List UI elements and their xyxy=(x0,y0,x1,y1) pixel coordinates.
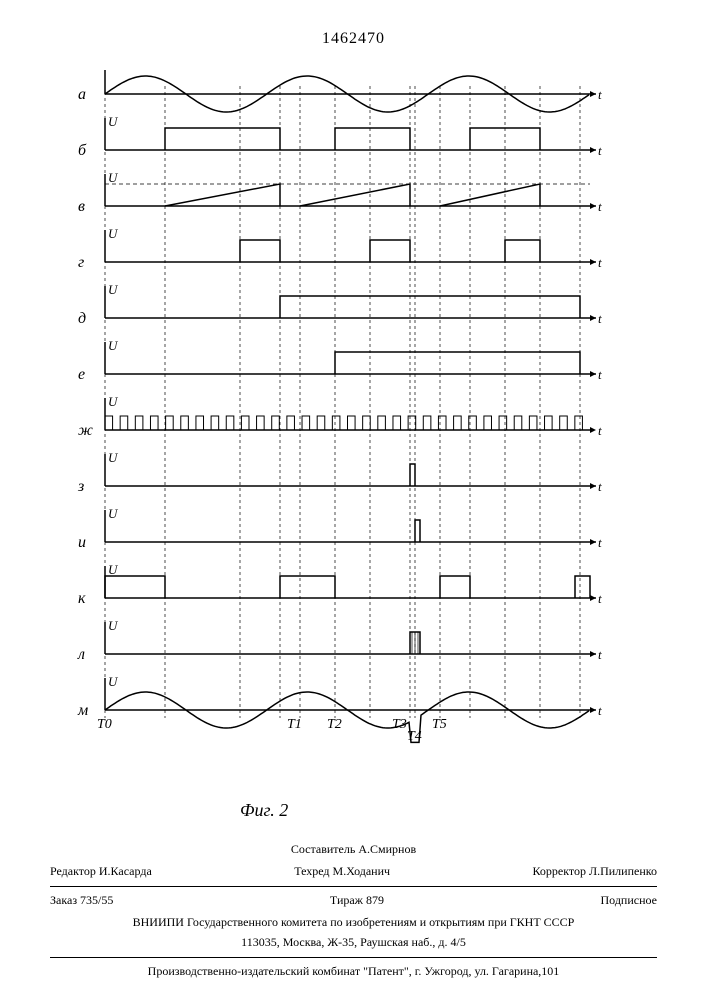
svg-text:д: д xyxy=(78,310,86,327)
svg-text:U: U xyxy=(108,114,119,129)
subscript: Подписное xyxy=(601,891,658,909)
svg-text:t: t xyxy=(598,87,602,102)
svg-text:t: t xyxy=(598,647,602,662)
svg-text:t: t xyxy=(598,199,602,214)
compiler-line: Составитель А.Смирнов xyxy=(50,840,657,858)
timing-diagram: аUtбUtвUtгUtдUtеUtжUtзUtиUtкUtлUtмUtТ0Т1… xyxy=(70,70,630,790)
figure-label: Фиг. 2 xyxy=(240,800,288,821)
divider xyxy=(50,886,657,887)
org2: 113035, Москва, Ж-35, Раушская наб., д. … xyxy=(50,933,657,951)
techred: Техред М.Ходанич xyxy=(294,862,390,880)
svg-text:t: t xyxy=(598,311,602,326)
svg-text:Т3: Т3 xyxy=(392,717,407,732)
svg-text:в: в xyxy=(78,198,85,215)
svg-text:и: и xyxy=(78,534,86,551)
svg-text:U: U xyxy=(108,70,119,73)
svg-text:а: а xyxy=(78,86,86,103)
svg-text:е: е xyxy=(78,366,85,383)
svg-text:t: t xyxy=(598,479,602,494)
svg-text:U: U xyxy=(108,450,119,465)
svg-text:U: U xyxy=(108,338,119,353)
org1: ВНИИПИ Государственного комитета по изоб… xyxy=(50,913,657,931)
svg-text:t: t xyxy=(598,423,602,438)
svg-text:к: к xyxy=(78,590,86,607)
editor: Редактор И.Касарда xyxy=(50,862,152,880)
svg-text:U: U xyxy=(108,226,119,241)
order: Заказ 735/55 xyxy=(50,891,113,909)
corrector: Корректор Л.Пилипенко xyxy=(532,862,657,880)
svg-text:г: г xyxy=(78,254,84,271)
divider2 xyxy=(50,957,657,958)
svg-text:Т5: Т5 xyxy=(432,717,447,732)
svg-text:t: t xyxy=(598,535,602,550)
svg-text:Т1: Т1 xyxy=(287,717,302,732)
svg-text:t: t xyxy=(598,367,602,382)
svg-text:U: U xyxy=(108,674,119,689)
org3: Производственно-издательский комбинат "П… xyxy=(50,962,657,980)
svg-text:U: U xyxy=(108,618,119,633)
svg-text:ж: ж xyxy=(78,422,93,439)
svg-text:t: t xyxy=(598,703,602,718)
svg-text:U: U xyxy=(108,282,119,297)
svg-text:t: t xyxy=(598,591,602,606)
svg-text:U: U xyxy=(108,562,119,577)
tirage: Тираж 879 xyxy=(330,891,384,909)
svg-text:л: л xyxy=(77,646,85,663)
svg-text:Т2: Т2 xyxy=(327,717,342,732)
svg-text:Т4: Т4 xyxy=(407,729,422,744)
svg-text:t: t xyxy=(598,143,602,158)
svg-text:U: U xyxy=(108,506,119,521)
svg-text:U: U xyxy=(108,394,119,409)
svg-text:Т0: Т0 xyxy=(97,717,112,732)
svg-text:U: U xyxy=(108,170,119,185)
footer-block: Составитель А.Смирнов Редактор И.Касарда… xyxy=(50,840,657,980)
svg-text:м: м xyxy=(77,702,88,719)
document-number: 1462470 xyxy=(0,30,707,48)
svg-text:t: t xyxy=(598,255,602,270)
svg-text:з: з xyxy=(77,478,84,495)
svg-text:б: б xyxy=(78,142,87,159)
